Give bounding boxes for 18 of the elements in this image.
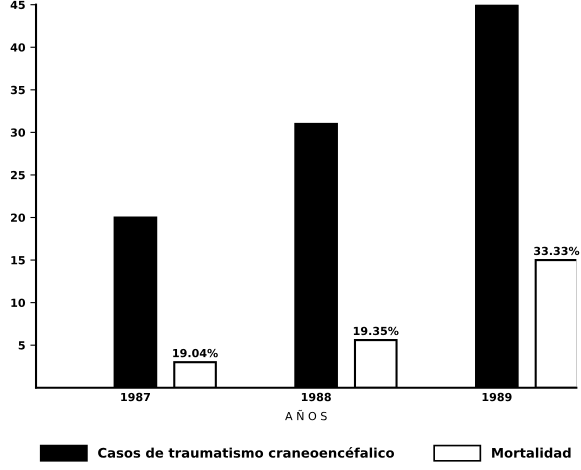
y-tick-label: 35 <box>10 86 25 94</box>
x-tick-label: 1988 <box>302 392 331 402</box>
annotation: 19.04% <box>173 348 218 358</box>
y-tick-label: 5 <box>18 341 25 350</box>
y-tick-label: 45 <box>10 0 25 10</box>
x-tick-label: 1989 <box>482 392 512 402</box>
x-axis-title: A Ñ O S <box>285 410 327 420</box>
legend-label: Casos de traumatismo craneoencéfalico <box>98 447 394 458</box>
annotation: 19.35% <box>354 326 399 336</box>
annotation: 33.33% <box>534 246 580 256</box>
y-tick-label: 20 <box>11 213 26 222</box>
x-tick-label: 1987 <box>121 392 150 402</box>
y-tick-label: 15 <box>11 256 25 264</box>
y-tick-label: 40 <box>10 43 26 52</box>
y-tick-label: 25 <box>11 170 25 180</box>
legend-label: Mortalidad <box>492 448 571 458</box>
y-tick-label: 10 <box>11 298 26 308</box>
y-tick-label: 30 <box>10 128 26 137</box>
